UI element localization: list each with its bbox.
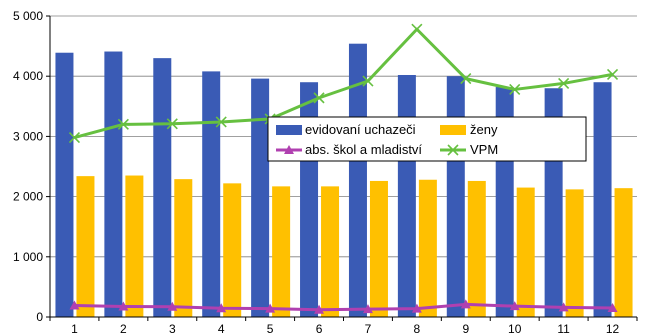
point-abs-skol-a-mladistvi — [558, 302, 569, 312]
series-line-vpm — [74, 27, 613, 140]
point-abs-skol-a-mladistvi — [118, 301, 129, 311]
bar-zeny — [614, 188, 633, 317]
bar-zeny — [516, 187, 535, 317]
line-series-vpm — [68, 23, 619, 144]
legend-swatch-evidovani-uchazeci — [276, 125, 302, 135]
legend-label-evidovani-uchazeci: evidovaní uchazeči — [305, 122, 416, 137]
point-vpm — [460, 73, 472, 85]
point-abs-skol-a-mladistvi — [216, 303, 227, 313]
legend-label-abs-skol: abs. škol a mladiství — [305, 142, 422, 157]
bar-series-zeny — [76, 175, 633, 317]
x-tick-label: 6 — [316, 322, 323, 336]
legend-box — [267, 116, 587, 162]
legend-line-vpm — [440, 144, 466, 156]
bar-zeny — [125, 175, 144, 317]
bar-evidovani-uchazeci — [251, 78, 270, 317]
axes — [46, 15, 638, 321]
point-abs-skol-a-mladistvi — [607, 302, 618, 312]
point-abs-skol-a-mladistvi — [314, 304, 325, 314]
point-abs-skol-a-mladistvi — [411, 303, 422, 313]
x-tick-label: 11 — [557, 322, 570, 336]
bar-zeny — [272, 186, 291, 317]
point-abs-skol-a-mladistvi — [460, 299, 471, 309]
x-tick-label: 3 — [169, 322, 176, 336]
point-vpm — [509, 83, 521, 96]
x-tick-label: 10 — [508, 322, 522, 336]
legend-marker — [447, 144, 459, 156]
point-vpm — [313, 92, 325, 104]
y-tick-label: 3 000 — [13, 129, 43, 143]
bar-zeny — [369, 180, 388, 317]
point-vpm — [362, 75, 374, 87]
point-vpm — [215, 116, 227, 128]
x-tick-label: 7 — [365, 322, 372, 336]
point-abs-skol-a-mladistvi — [362, 304, 373, 314]
bar-zeny — [223, 183, 242, 317]
bar-zeny — [174, 179, 193, 317]
point-vpm — [68, 132, 81, 144]
y-tick-label: 2 000 — [13, 190, 43, 204]
bar-zeny — [565, 189, 584, 317]
x-tick-label: 1 — [71, 322, 78, 336]
y-tick-labels: 0 1 000 2 000 3 000 4 000 5 000 — [13, 9, 43, 324]
lines — [68, 23, 619, 314]
x-tick-label: 4 — [218, 322, 225, 336]
x-tick-label: 2 — [120, 322, 127, 336]
bar-evidovani-uchazeci — [446, 76, 465, 317]
point-vpm — [558, 77, 570, 89]
bar-evidovani-uchazeci — [55, 52, 74, 318]
x-tick-label: 5 — [267, 322, 274, 336]
point-vpm — [606, 68, 619, 80]
x-tick-labels: 1 2 3 4 5 6 7 8 9 10 11 12 — [71, 322, 619, 336]
point-vpm — [166, 118, 178, 130]
x-tick-label: 12 — [606, 322, 620, 336]
bar-zeny — [467, 180, 486, 317]
legend-swatch-zeny — [440, 125, 466, 135]
y-tick-label: 1 000 — [13, 250, 43, 264]
y-tick-label: 4 000 — [13, 69, 43, 83]
bar-zeny — [76, 176, 95, 317]
legend: evidovaní uchazeči ženy abs. škol a mlad… — [267, 116, 587, 162]
bar-evidovani-uchazeci — [202, 71, 221, 317]
legend-label-zeny: ženy — [470, 122, 498, 137]
bar-evidovani-uchazeci — [397, 74, 416, 317]
bar-evidovani-uchazeci — [153, 58, 172, 317]
point-abs-skol-a-mladistvi — [69, 300, 80, 310]
bar-evidovani-uchazeci — [104, 51, 123, 317]
x-tick-label: 9 — [462, 322, 469, 336]
y-tick-label: 5 000 — [13, 9, 43, 23]
point-vpm — [117, 118, 129, 130]
x-tick-label: 8 — [414, 322, 421, 336]
legend-marker — [284, 145, 294, 154]
point-abs-skol-a-mladistvi — [265, 303, 276, 313]
bar-evidovani-uchazeci — [593, 82, 612, 317]
point-abs-skol-a-mladistvi — [167, 301, 178, 311]
legend-line-abs-skol — [276, 145, 302, 154]
legend-label-vpm: VPM — [470, 142, 498, 157]
line-series-abs-skol-a-mladistvi — [69, 299, 618, 314]
bar-evidovani-uchazeci — [348, 43, 367, 317]
series-line-abs-skol-a-mladistvi — [74, 302, 613, 312]
bar-zeny — [418, 179, 437, 317]
y-tick-label: 0 — [36, 310, 43, 324]
point-vpm — [411, 23, 423, 35]
bar-zeny — [321, 186, 340, 317]
point-abs-skol-a-mladistvi — [509, 301, 520, 311]
